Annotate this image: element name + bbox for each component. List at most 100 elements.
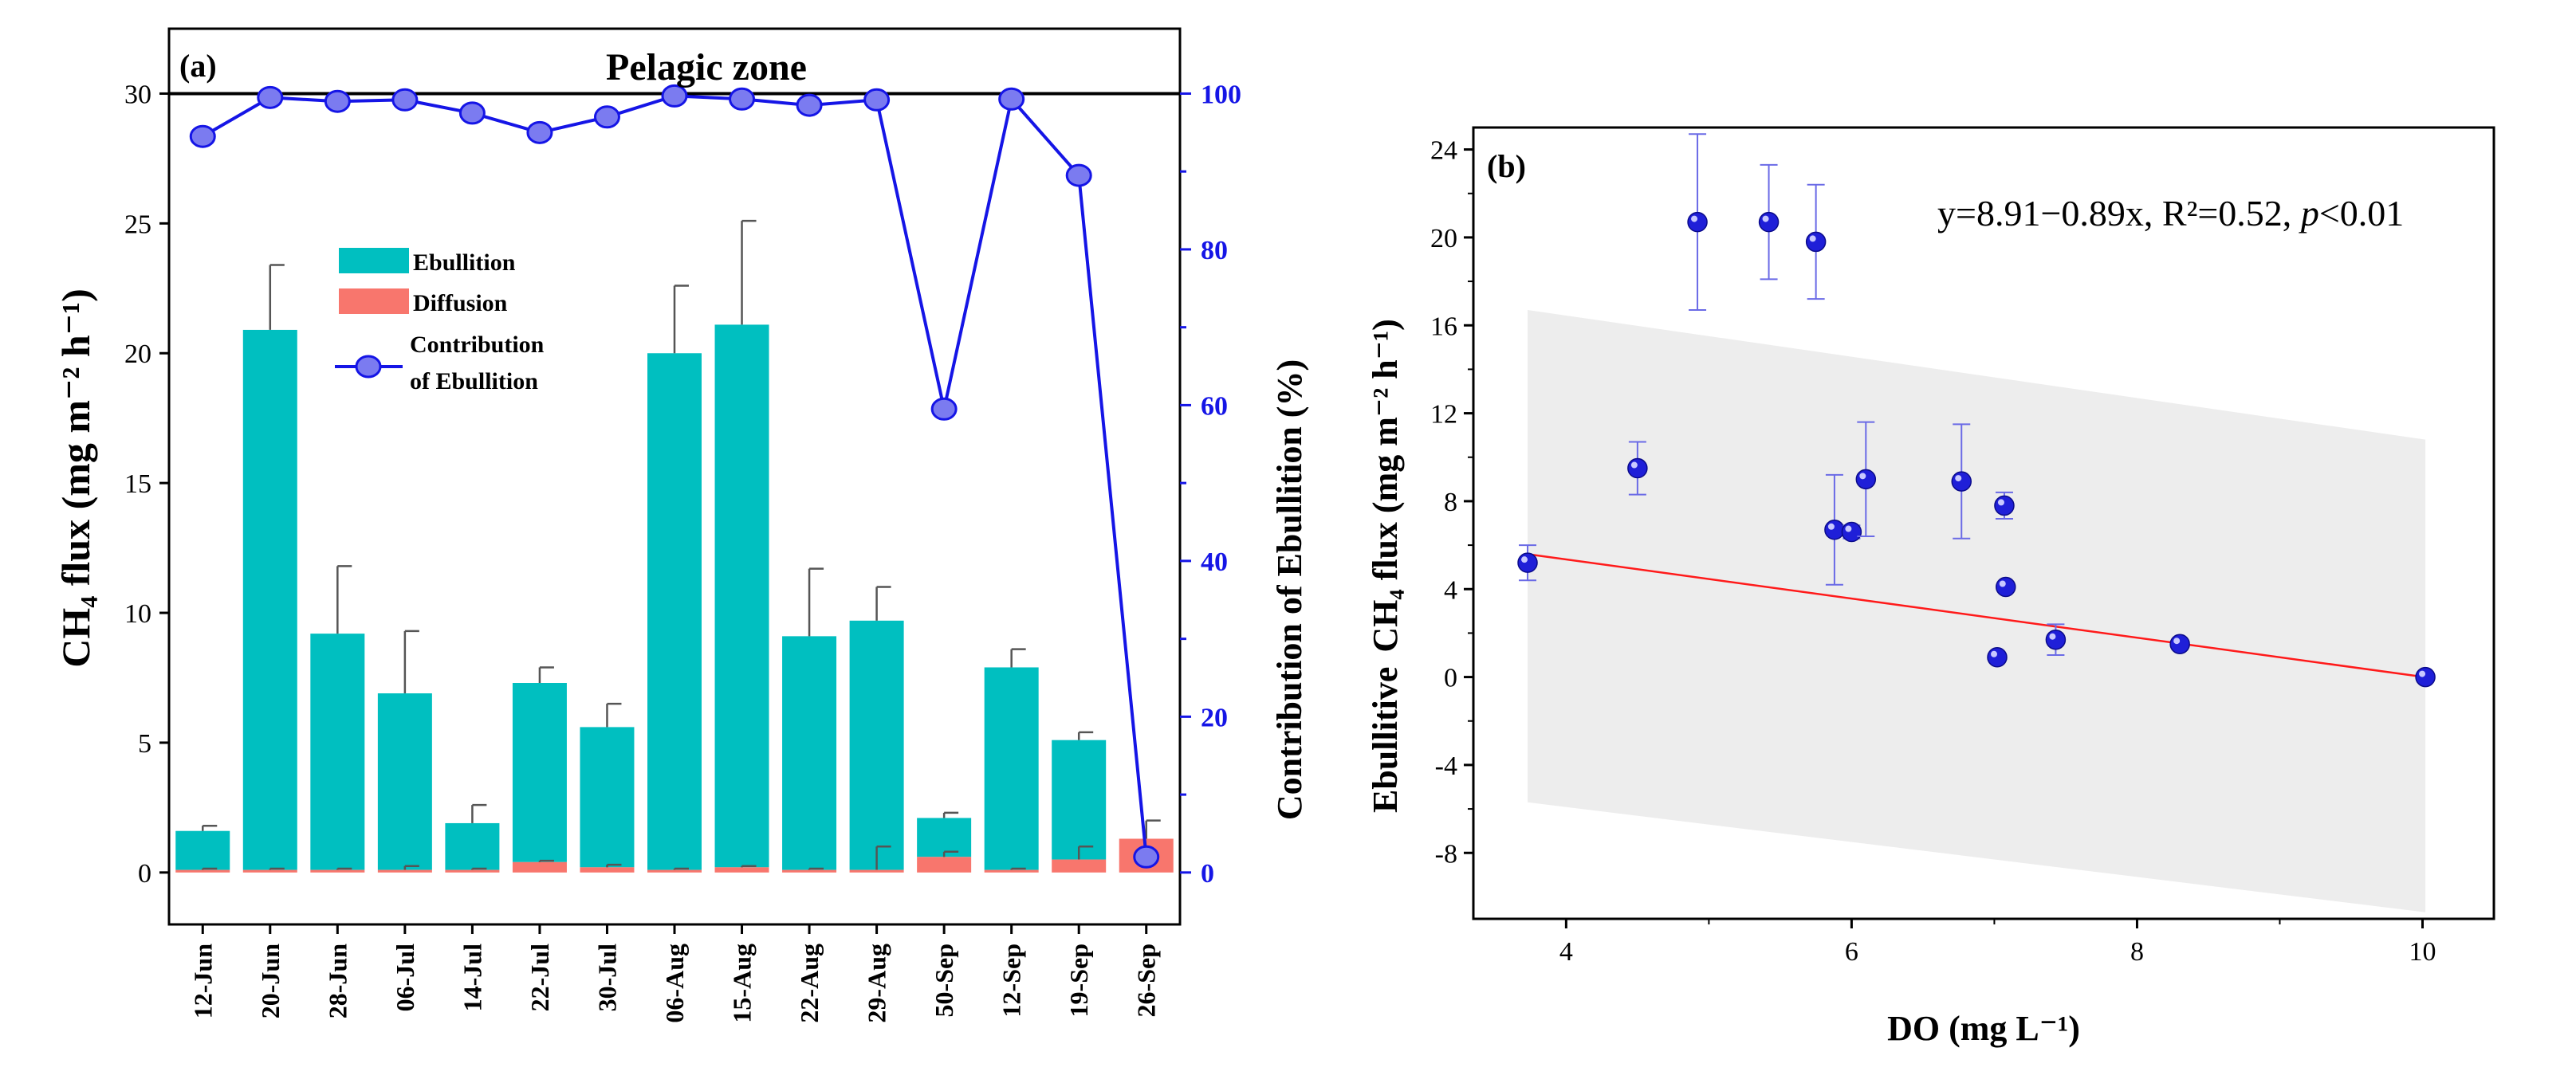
contribution-point <box>391 88 419 112</box>
bar-ebullition <box>1052 740 1107 860</box>
y-tick-label: 30 <box>124 80 151 109</box>
panel-b-y-label-part1: Ebullitive <box>1366 667 1405 813</box>
annotation-p-symbol: p <box>2299 193 2319 233</box>
bar-diffusion <box>1052 859 1107 873</box>
x-tick-label: 6 <box>1845 937 1858 967</box>
contribution-point <box>729 87 756 111</box>
x-category-label: 19-Sep <box>1064 944 1093 1017</box>
contribution-point <box>257 85 284 109</box>
x-category-label: 12-Sep <box>997 944 1026 1017</box>
data-point <box>1994 495 2015 516</box>
x-category-label: 12-Jun <box>188 944 217 1018</box>
annotation-equation: y=8.91−0.89x, R²=0.52, <box>1937 193 2301 233</box>
contribution-point <box>1133 845 1160 869</box>
bar-diffusion <box>647 869 702 873</box>
annotation-p-value: <0.01 <box>2319 193 2404 233</box>
bar-ebullition <box>647 353 702 870</box>
data-point <box>1627 457 1648 479</box>
x-category-label: 26-Sep <box>1132 944 1161 1017</box>
data-point <box>1824 520 1845 540</box>
panel-a-y2-label: Contribution of Ebullition (%) <box>1270 359 1309 820</box>
contribution-point <box>324 89 351 113</box>
data-point <box>2045 629 2067 650</box>
bar-ebullition <box>377 693 432 870</box>
bar-ebullition <box>445 822 500 870</box>
contribution-point <box>593 105 620 129</box>
panel-a-legend: Ebullition Diffusion Contribution of Ebu… <box>335 248 545 394</box>
panel-b-frame <box>1472 126 2495 920</box>
regression-annotation: y=8.91−0.89x, R²=0.52, p<0.01 <box>1937 193 2404 233</box>
panel-a-x-categories: 12-Jun 20-Jun 28-Jun 06-Jul 14-Jul 22-Jul 30-J… <box>188 924 1161 1023</box>
y-tick-label: 5 <box>138 729 151 759</box>
bar-diffusion <box>917 857 972 873</box>
data-point <box>2415 666 2436 688</box>
bar-diffusion <box>445 869 500 873</box>
panel-b-points <box>1517 133 2436 688</box>
x-category-label: 20-Jun <box>256 944 285 1018</box>
y-tick-label: 24 <box>1430 136 1457 166</box>
data-point-highlight <box>2173 638 2181 645</box>
panel-a-right-axis: 0 20 40 60 80 100 <box>1180 80 1241 889</box>
y-tick-label: 20 <box>1430 224 1457 253</box>
data-point-highlight <box>1859 473 1866 480</box>
panel-a-label: (a) <box>179 48 217 84</box>
bar-ebullition <box>782 636 837 870</box>
y-tick-label: 25 <box>124 210 151 239</box>
x-tick-label: 8 <box>2130 937 2144 967</box>
contribution-point <box>526 120 553 144</box>
panel-b-scatter-chart: -8 -4 0 4 8 12 16 20 24 4 6 8 10 (b) y=8.91−0.89x, R… <box>1366 126 2495 1048</box>
bar-ebullition <box>512 683 567 862</box>
data-point <box>1987 647 2008 668</box>
bar-diffusion <box>242 869 297 873</box>
panel-a-title: Pelagic zone <box>606 46 807 88</box>
contribution-point <box>458 101 486 125</box>
x-category-label: 15-Aug <box>728 944 757 1023</box>
contribution-point <box>1065 163 1092 187</box>
contribution-point <box>189 124 216 148</box>
x-category-label: 28-Jun <box>323 944 352 1018</box>
data-point <box>2169 634 2190 654</box>
legend-swatch-diffusion <box>339 288 409 314</box>
bar-ebullition <box>984 667 1039 870</box>
x-category-label: 22-Jul <box>525 944 554 1011</box>
bar-diffusion <box>310 869 365 873</box>
legend-label-of-ebullition: of Ebullition <box>410 368 538 394</box>
data-point-highlight <box>1630 461 1638 469</box>
x-category-label: 14-Jul <box>458 944 486 1011</box>
bar-ebullition <box>917 818 972 857</box>
y2-tick-label: 20 <box>1201 703 1228 732</box>
data-point-highlight <box>1762 215 1769 222</box>
bar-ebullition <box>242 329 297 870</box>
y-tick-label: 20 <box>124 339 151 369</box>
data-point <box>1951 471 1972 492</box>
legend-marker-contribution <box>355 355 382 379</box>
data-point-highlight <box>2049 633 2056 640</box>
data-point-highlight <box>1809 235 1816 242</box>
y-tick-label: -4 <box>1435 751 1457 781</box>
panel-b-y-label: Ebullitive CH₄ flux (mg m⁻² h⁻¹) <box>1366 319 1405 813</box>
contribution-point <box>661 84 688 108</box>
panel-b-x-label: DO (mg L⁻¹) <box>1887 1009 2080 1048</box>
y-tick-label: 16 <box>1430 312 1457 341</box>
data-point-highlight <box>1991 650 1998 657</box>
legend-label-diffusion: Diffusion <box>413 290 508 316</box>
contribution-point <box>930 397 958 421</box>
data-point-highlight <box>1955 475 1962 482</box>
contribution-point <box>796 93 823 117</box>
bar-diffusion <box>512 861 567 873</box>
data-point <box>1687 211 1708 233</box>
y-tick-label: -8 <box>1435 839 1457 869</box>
bar-diffusion <box>782 869 837 873</box>
bar-diffusion <box>849 869 904 873</box>
y-tick-label: 12 <box>1430 400 1457 430</box>
legend-label-contribution: Contribution <box>410 332 545 358</box>
legend-label-ebullition: Ebullition <box>413 249 516 276</box>
bar-ebullition <box>714 324 769 868</box>
x-category-label: 50-Sep <box>930 944 958 1017</box>
panel-a-bar-chart: 0 5 10 15 20 25 30 0 20 40 60 80 100 12-Jun 20-Jun 28… <box>53 27 1309 1023</box>
x-category-label: 06-Jul <box>391 944 419 1011</box>
y-tick-label: 0 <box>138 859 151 889</box>
bar-diffusion <box>714 867 769 873</box>
x-category-label: 30-Jul <box>592 944 621 1011</box>
contribution-point <box>998 87 1025 111</box>
